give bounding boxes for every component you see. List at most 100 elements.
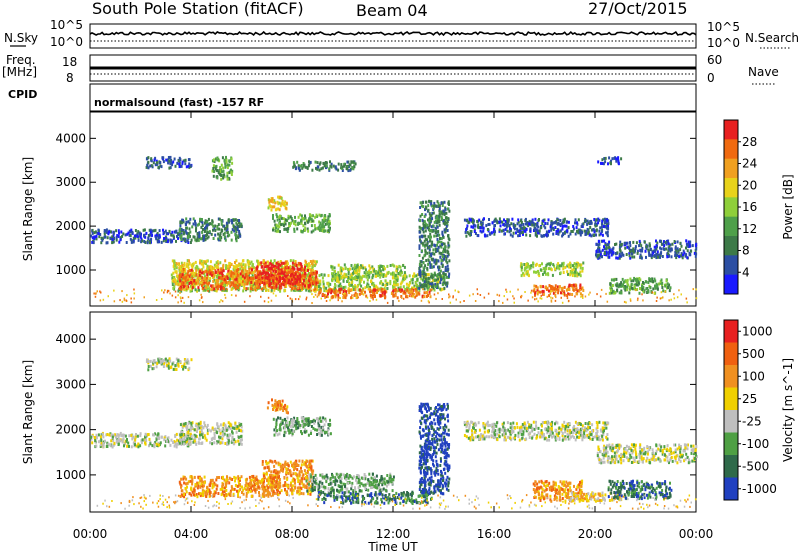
- power-cell: [235, 218, 237, 221]
- power-cell: [319, 280, 321, 283]
- power-cell: [598, 240, 600, 243]
- power-cell: [622, 283, 624, 286]
- power-cell: [336, 279, 338, 282]
- power-cell: [557, 223, 559, 226]
- power-cell: [281, 201, 283, 204]
- power-cell: [277, 201, 279, 204]
- power-cell: [664, 285, 666, 288]
- power-cell: [447, 265, 449, 268]
- power-cell: [642, 299, 644, 301]
- power-cell: [150, 157, 152, 160]
- power-cell: [532, 262, 534, 265]
- power-cell: [114, 300, 116, 302]
- power-cell: [532, 265, 534, 268]
- power-cell: [444, 222, 446, 225]
- power-cell: [347, 168, 349, 171]
- nsky-tick-top: 10^5: [50, 18, 83, 32]
- power-cell: [300, 275, 302, 278]
- power-cell: [108, 231, 110, 234]
- power-cell: [319, 169, 321, 172]
- power-cell: [682, 256, 684, 259]
- power-cell: [278, 267, 280, 270]
- power-cell: [427, 273, 429, 276]
- power-cell: [145, 232, 147, 235]
- power-cell: [420, 201, 422, 204]
- power-cell: [225, 165, 227, 168]
- power-cell: [629, 278, 631, 281]
- power-cell: [536, 223, 538, 226]
- power-cell: [446, 282, 448, 285]
- power-cell: [441, 259, 443, 262]
- power-cell: [395, 281, 397, 284]
- power-cell: [179, 279, 181, 282]
- power-cell: [425, 284, 427, 287]
- power-cell: [338, 163, 340, 166]
- power-cell: [415, 274, 417, 277]
- power-cell: [287, 227, 289, 230]
- power-cell: [111, 238, 113, 241]
- power-cell: [193, 223, 195, 226]
- power-cell: [113, 232, 115, 235]
- power-cell: [315, 282, 317, 285]
- power-cell: [440, 252, 442, 255]
- power-cell: [628, 247, 630, 250]
- power-cell: [310, 161, 312, 164]
- power-cell: [219, 261, 221, 264]
- power-cell: [597, 221, 599, 224]
- power-cell: [195, 222, 197, 225]
- power-cell: [652, 287, 654, 290]
- power-cell: [317, 165, 319, 168]
- power-cell: [277, 219, 279, 222]
- power-cell: [342, 166, 344, 169]
- power-cell: [210, 288, 212, 290]
- power-cell: [228, 272, 230, 275]
- power-cell: [512, 235, 514, 238]
- power-cell: [566, 294, 568, 297]
- power-cell: [236, 269, 238, 272]
- power-cell: [626, 246, 628, 249]
- power-cell: [413, 272, 415, 275]
- power-cell: [380, 270, 382, 273]
- power-cell: [107, 241, 109, 244]
- power-cell: [196, 273, 198, 276]
- power-cell: [561, 290, 563, 292]
- power-cell: [560, 271, 562, 274]
- power-cell: [652, 251, 654, 254]
- power-cell: [201, 263, 203, 266]
- power-cell: [420, 274, 422, 277]
- power-cell: [205, 225, 207, 228]
- power-cell: [436, 274, 438, 277]
- power-cell: [277, 196, 279, 199]
- power-cell: [275, 208, 277, 211]
- power-cell: [562, 302, 564, 304]
- power-cell: [601, 289, 603, 291]
- power-cell: [163, 237, 165, 240]
- power-cell: [214, 234, 216, 237]
- power-cell: [209, 277, 211, 280]
- power-cell: [419, 239, 421, 242]
- power-cell: [421, 300, 423, 302]
- power-cell: [298, 262, 300, 265]
- power-cell: [654, 246, 656, 249]
- power-cell: [172, 161, 174, 164]
- power-cell: [269, 282, 271, 285]
- power-cell: [244, 266, 246, 269]
- power-cell: [380, 290, 382, 293]
- power-cell: [284, 228, 286, 231]
- power-cell: [670, 286, 672, 289]
- power-cell: [311, 169, 313, 172]
- power-cell: [234, 285, 236, 288]
- power-cell: [303, 269, 305, 272]
- power-cell: [486, 234, 488, 237]
- power-cell: [685, 239, 687, 242]
- power-cell: [227, 265, 229, 268]
- power-cell: [619, 253, 621, 256]
- power-cell: [104, 229, 106, 232]
- power-cell: [232, 272, 234, 275]
- power-cell: [275, 270, 277, 273]
- power-cell: [126, 241, 128, 244]
- nave-tick-bottom: 0: [707, 71, 715, 85]
- power-cell: [194, 285, 196, 288]
- power-cell: [283, 217, 285, 220]
- power-cell: [530, 264, 532, 267]
